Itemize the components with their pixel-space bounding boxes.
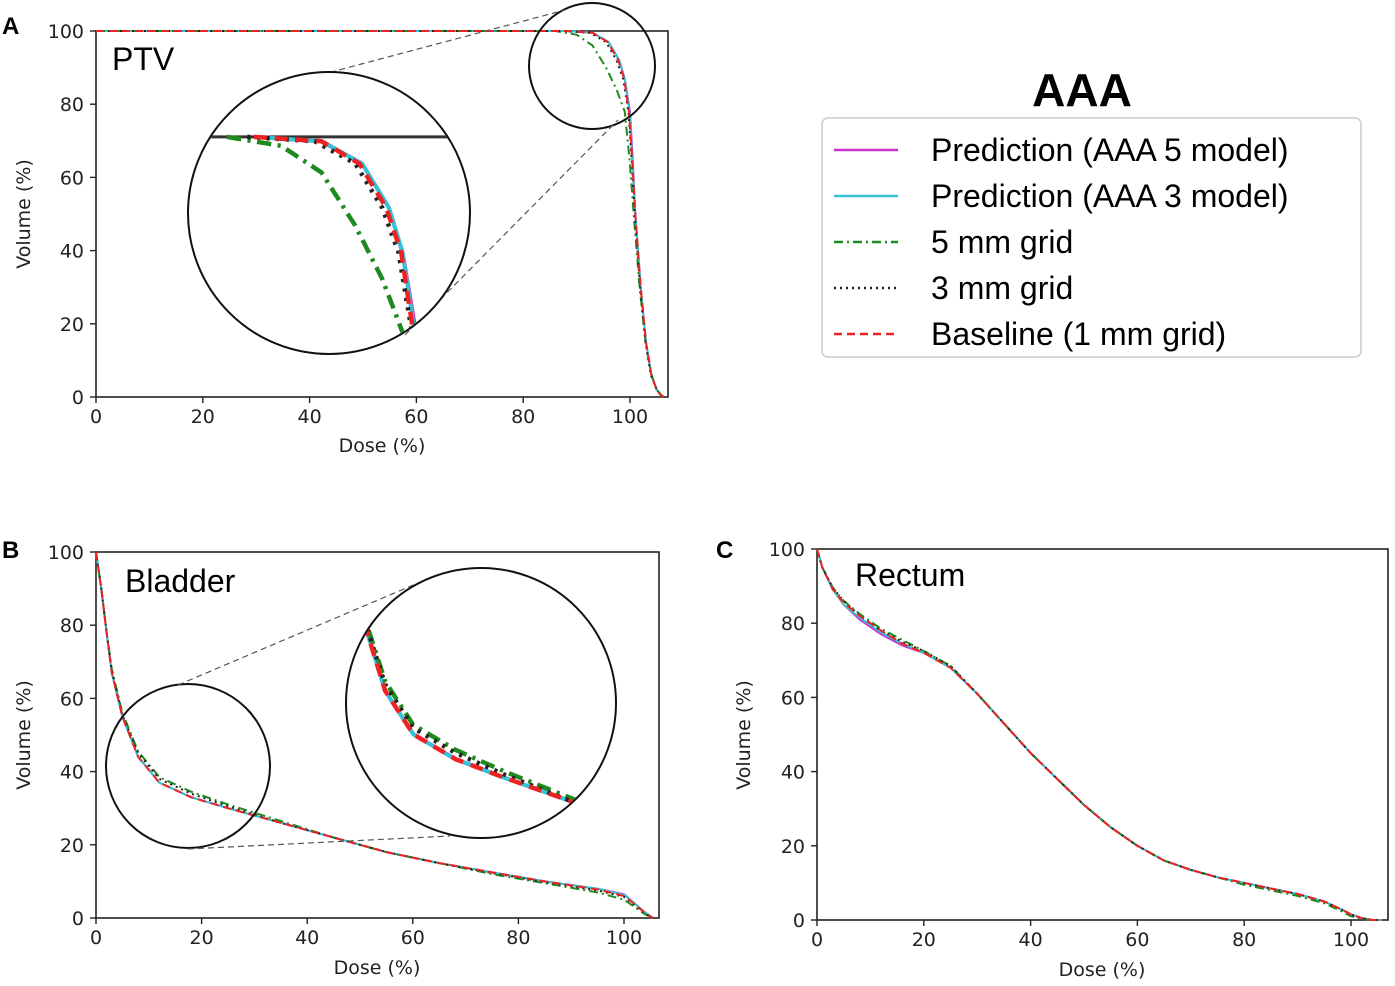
panel-b-bladder: B Bladder Dose (%) Volume (%) 0 20 40 60 80 1… bbox=[2, 537, 660, 979]
y-tick-label: 60 bbox=[781, 687, 805, 709]
panel-c-rectum: C Rectum Dose (%) Volume (%) 0 20 40 60 80 10… bbox=[716, 537, 1389, 981]
legend-box bbox=[821, 117, 1362, 358]
curves-a bbox=[96, 30, 665, 398]
x-tick-label: 40 bbox=[295, 927, 319, 949]
panel-title-ptv: PTV bbox=[112, 41, 175, 77]
x-axis-label-c: Dose (%) bbox=[1059, 959, 1146, 981]
panel-a-ptv: A PTV Dose (%) Volume (%) 0 20 40 60 80 100 0 2… bbox=[2, 2, 669, 457]
y-tick-label: 100 bbox=[48, 542, 84, 564]
legend-label: 3 mm grid bbox=[931, 270, 1073, 306]
x-axis-label-b: Dose (%) bbox=[334, 957, 421, 979]
legend-label: Baseline (1 mm grid) bbox=[931, 316, 1226, 352]
inset-series-group bbox=[200, 134, 469, 353]
y-axis-label-c: Volume (%) bbox=[733, 680, 755, 790]
series-line-baseline-1-mm-grid bbox=[96, 30, 665, 398]
y-axis-label-a: Volume (%) bbox=[13, 159, 35, 269]
y-axis-label-b: Volume (%) bbox=[13, 680, 35, 790]
zoom-source-circle-a bbox=[528, 2, 656, 130]
y-tick-label: 0 bbox=[72, 387, 84, 409]
legend-label: Prediction (AAA 3 model) bbox=[931, 178, 1289, 214]
series-line-prediction-aaa-3-model bbox=[816, 548, 1383, 921]
legend-item-5-mm-grid: 5 mm grid bbox=[834, 224, 1073, 260]
x-tick-label: 20 bbox=[191, 406, 215, 428]
ticks-c: 0 20 40 60 80 100 0 20 40 60 80 100 bbox=[769, 539, 1369, 951]
x-tick-label: 40 bbox=[1019, 929, 1043, 951]
y-tick-label: 40 bbox=[781, 762, 805, 784]
x-tick-label: 100 bbox=[612, 406, 648, 428]
zoom-inset-circle-b bbox=[345, 567, 617, 839]
series-line-baseline-1-mm-grid bbox=[816, 548, 1383, 921]
ticks-b: 0 20 40 60 80 100 0 20 40 60 80 100 bbox=[48, 542, 642, 949]
y-tick-label: 20 bbox=[60, 835, 84, 857]
legend-entries: Prediction (AAA 5 model) Prediction (AAA … bbox=[834, 132, 1289, 352]
x-tick-label: 60 bbox=[1125, 929, 1149, 951]
x-tick-label: 0 bbox=[90, 927, 102, 949]
inset-series-line-3-mm-grid bbox=[347, 569, 615, 822]
legend-item-baseline-1-mm-grid: Baseline (1 mm grid) bbox=[834, 316, 1226, 352]
series-line-5-mm-grid bbox=[816, 548, 1383, 921]
inset-series-line-5-mm-grid bbox=[226, 134, 409, 353]
x-axis-label-a: Dose (%) bbox=[339, 435, 426, 457]
legend-item-prediction-aaa-5-model: Prediction (AAA 5 model) bbox=[834, 132, 1289, 168]
y-tick-label: 80 bbox=[781, 613, 805, 635]
x-tick-label: 80 bbox=[1232, 929, 1256, 951]
x-tick-label: 0 bbox=[90, 406, 102, 428]
y-tick-label: 40 bbox=[60, 241, 84, 263]
y-tick-label: 20 bbox=[781, 836, 805, 858]
y-tick-label: 0 bbox=[793, 910, 805, 932]
x-tick-label: 20 bbox=[912, 929, 936, 951]
panel-letter-a: A bbox=[2, 13, 19, 40]
y-tick-label: 60 bbox=[60, 167, 84, 189]
zoom-inset-circle-a bbox=[187, 71, 471, 355]
legend-title: AAA bbox=[1032, 64, 1132, 116]
curves-b bbox=[95, 551, 654, 919]
y-tick-label: 80 bbox=[60, 615, 84, 637]
inset-series-line-prediction-aaa-3-model bbox=[253, 134, 419, 353]
zoom-guide-line-a1 bbox=[319, 9, 566, 76]
x-tick-label: 60 bbox=[404, 406, 428, 428]
zoom-guide-line-b2 bbox=[187, 835, 451, 850]
plot-frame-c bbox=[816, 548, 1389, 921]
zoom-inset-curves-a bbox=[200, 134, 469, 353]
y-tick-label: 80 bbox=[60, 94, 84, 116]
y-tick-label: 100 bbox=[48, 21, 84, 43]
plot-frame-b bbox=[95, 551, 660, 919]
ticks-a: 0 20 40 60 80 100 0 20 40 60 80 100 bbox=[48, 21, 648, 428]
panel-letter-c: C bbox=[716, 537, 733, 564]
legend-item-3-mm-grid: 3 mm grid bbox=[834, 270, 1073, 306]
x-tick-label: 100 bbox=[606, 927, 642, 949]
y-tick-label: 40 bbox=[60, 762, 84, 784]
y-tick-label: 0 bbox=[72, 908, 84, 930]
panel-title-rectum: Rectum bbox=[855, 557, 965, 593]
x-tick-label: 20 bbox=[190, 927, 214, 949]
inset-series-line-baseline-1-mm-grid bbox=[253, 134, 419, 353]
y-tick-label: 60 bbox=[60, 688, 84, 710]
x-tick-label: 100 bbox=[1333, 929, 1369, 951]
legend-label: 5 mm grid bbox=[931, 224, 1073, 260]
series-line-3-mm-grid bbox=[95, 551, 654, 919]
y-tick-label: 100 bbox=[769, 539, 805, 561]
x-tick-label: 60 bbox=[401, 927, 425, 949]
y-tick-label: 20 bbox=[60, 314, 84, 336]
curves-c bbox=[816, 548, 1383, 921]
x-tick-label: 80 bbox=[506, 927, 530, 949]
x-tick-label: 80 bbox=[511, 406, 535, 428]
panel-title-bladder: Bladder bbox=[125, 563, 236, 599]
series-line-prediction-aaa-5-model bbox=[816, 548, 1383, 921]
panel-letter-b: B bbox=[2, 537, 19, 564]
series-line-baseline-1-mm-grid bbox=[95, 551, 654, 919]
series-line-3-mm-grid bbox=[816, 548, 1383, 921]
legend: AAA Prediction (AAA 5 model)Prediction (… bbox=[821, 64, 1362, 358]
legend-item-prediction-aaa-3-model: Prediction (AAA 3 model) bbox=[834, 178, 1289, 214]
zoom-guide-line-b1 bbox=[177, 582, 419, 686]
zoom-source-circle-b bbox=[105, 683, 271, 849]
legend-label: Prediction (AAA 5 model) bbox=[931, 132, 1289, 168]
x-tick-label: 40 bbox=[298, 406, 322, 428]
x-tick-label: 0 bbox=[811, 929, 823, 951]
